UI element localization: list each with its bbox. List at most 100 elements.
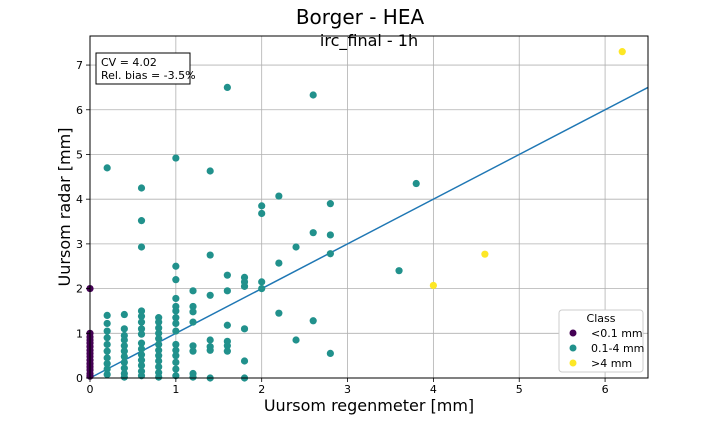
y-tick-label: 2 [76,283,83,296]
data-point [223,342,231,350]
data-point [172,352,180,360]
data-point [429,281,437,290]
x-tick-label: 5 [516,383,523,396]
y-tick-label: 3 [76,238,83,251]
y-tick-label: 0 [76,372,83,385]
x-tick-label: 4 [430,383,437,396]
data-point [120,364,128,372]
data-point [172,365,180,373]
data-point [618,48,626,56]
data-point [137,325,146,333]
data-point [155,324,163,332]
data-point [137,361,146,370]
data-point [172,358,180,366]
data-point [206,167,214,175]
data-point [326,200,334,208]
data-point [206,336,214,344]
data-point [137,307,146,315]
data-point [240,325,249,333]
data-point [120,352,128,361]
y-axis-label: Uursom radar [mm] [55,128,74,287]
data-point [155,335,163,343]
data-point [103,311,111,320]
data-point [172,340,180,349]
data-point [189,342,197,350]
data-point [172,346,180,354]
fit-line-group [89,86,649,379]
data-point [395,267,403,275]
data-point [412,179,420,188]
data-point [103,327,111,335]
data-point [103,370,111,379]
x-tick-label: 2 [258,383,265,396]
data-point [155,373,163,381]
y-tick-label: 5 [76,148,83,161]
data-point [137,356,146,364]
x-tick-label: 3 [344,383,351,396]
data-point [189,308,197,316]
data-point [326,231,334,239]
data-point [137,243,146,251]
data-point [223,287,231,295]
data-point [258,278,266,286]
data-point [206,251,214,259]
data-point [309,229,317,237]
data-point [103,347,111,355]
data-point [172,262,180,270]
data-point [189,302,197,311]
data-point [103,360,111,368]
data-point [326,349,334,358]
data-point [223,83,231,92]
data-point [120,347,128,355]
legend-marker-mid [569,344,577,352]
data-point [120,325,128,333]
data-point [137,312,146,320]
data-point [258,202,266,210]
data-point [481,250,489,258]
data-point [223,321,231,329]
data-point [155,318,163,326]
y-tick-label: 4 [76,193,83,206]
x-tick-label: 0 [87,383,94,396]
stat-rel-bias: Rel. bias = -3.5% [101,69,196,82]
legend-label-mid: 0.1-4 mm [591,342,644,355]
data-point [137,217,146,225]
x-tick-label: 6 [602,383,609,396]
data-point [103,334,111,342]
data-point [172,294,180,303]
data-point [120,373,128,381]
data-point [223,271,231,279]
data-point [189,318,197,326]
data-point [326,250,334,258]
y-tick-label: 6 [76,104,83,117]
fit-line [89,86,649,379]
data-point [275,192,283,200]
legend-label-low: <0.1 mm [591,327,643,340]
data-point [309,317,317,325]
data-point [155,329,163,337]
data-point [189,373,197,381]
data-point [292,243,300,251]
chart-title: irc_final - 1h [320,31,418,51]
data-point [120,358,128,366]
data-point [240,357,249,365]
data-point [103,340,111,349]
legend: Class <0.1 mm 0.1-4 mm >4 mm [558,309,644,373]
data-point [172,319,180,328]
data-point [155,363,163,371]
data-point [137,339,146,347]
stat-cv: CV = 4.02 [101,56,157,69]
data-point [275,309,283,317]
data-point [172,276,180,284]
data-point [223,347,231,355]
data-point [172,314,180,322]
data-point [240,282,249,290]
data-point [155,352,163,360]
data-point [103,354,111,362]
data-point [172,154,180,162]
data-point [103,319,111,328]
data-point [137,330,146,338]
x-axis-label: Uursom regenmeter [mm] [264,396,474,415]
data-point [309,91,317,99]
legend-marker-low [569,329,577,337]
